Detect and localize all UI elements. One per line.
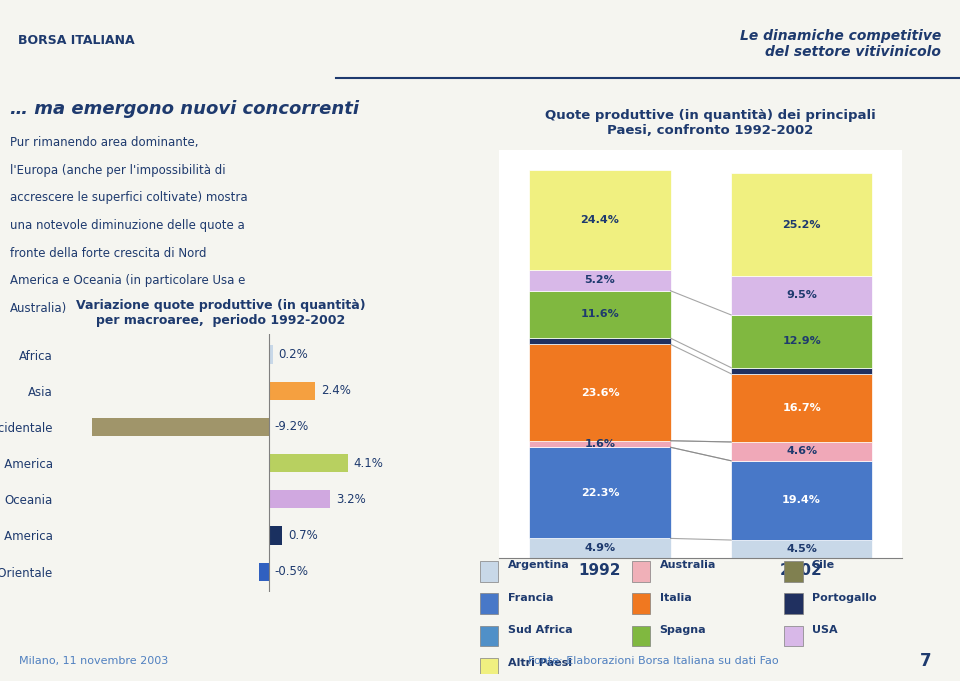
Text: fronte della forte crescita di Nord: fronte della forte crescita di Nord (10, 247, 206, 259)
Text: 9.5%: 9.5% (786, 291, 817, 300)
Bar (732, 276, 872, 315)
Bar (530, 441, 670, 447)
Text: 12.9%: 12.9% (782, 336, 821, 346)
Bar (530, 447, 670, 539)
Bar (784, 626, 803, 646)
Bar (480, 560, 498, 582)
Bar (480, 593, 498, 614)
Bar (530, 345, 670, 441)
Bar (269, 345, 273, 364)
Text: 25.2%: 25.2% (782, 219, 821, 229)
Text: 19.4%: 19.4% (782, 495, 821, 505)
Bar (480, 658, 498, 679)
Text: Fonte: Elaborazioni Borsa Italiana su dati Fao: Fonte: Elaborazioni Borsa Italiana su da… (528, 656, 779, 665)
Text: 1.6%: 1.6% (585, 439, 615, 449)
Text: Portogallo: Portogallo (812, 592, 876, 603)
Text: 2.4%: 2.4% (321, 384, 350, 397)
Text: Quote produttive (in quantità) dei principali
Paesi, confronto 1992-2002: Quote produttive (in quantità) dei princ… (545, 108, 876, 137)
Text: una notevole diminuzione delle quote a: una notevole diminuzione delle quote a (10, 219, 245, 232)
Text: Le dinamiche competitive
del settore vitivinicolo: Le dinamiche competitive del settore vit… (739, 29, 941, 59)
Bar (632, 593, 651, 614)
Text: Argentina: Argentina (508, 560, 569, 571)
Bar (480, 626, 498, 646)
Text: Altri Paesi: Altri Paesi (508, 658, 571, 667)
Text: Cile: Cile (812, 560, 835, 571)
Bar (530, 170, 670, 270)
Bar (784, 593, 803, 614)
Text: Milano, 11 novembre 2003: Milano, 11 novembre 2003 (19, 656, 168, 665)
Bar (784, 560, 803, 582)
Text: 11.6%: 11.6% (581, 309, 619, 319)
Text: 3.2%: 3.2% (336, 493, 366, 506)
Bar (530, 270, 670, 291)
Text: Pur rimanendo area dominante,: Pur rimanendo area dominante, (10, 136, 198, 149)
Text: 7: 7 (920, 652, 931, 669)
Text: 4.6%: 4.6% (786, 446, 817, 456)
Bar (269, 381, 315, 400)
Bar (732, 368, 872, 374)
Text: 22.3%: 22.3% (581, 488, 619, 498)
Text: 16.7%: 16.7% (782, 403, 821, 413)
Bar (732, 540, 872, 558)
Bar (259, 563, 269, 581)
Text: BORSA ITALIANA: BORSA ITALIANA (18, 34, 134, 48)
Text: 5.2%: 5.2% (585, 275, 615, 285)
Bar (732, 461, 872, 540)
Text: -0.5%: -0.5% (275, 565, 308, 578)
Text: Australia): Australia) (10, 302, 67, 315)
Text: Spagna: Spagna (660, 625, 707, 635)
Text: Variazione quote produttive (in quantità)
per macroaree,  periodo 1992-2002: Variazione quote produttive (in quantità… (76, 299, 366, 328)
Text: Italia: Italia (660, 592, 691, 603)
Text: Australia: Australia (660, 560, 716, 571)
Bar (732, 442, 872, 461)
Bar (732, 315, 872, 368)
Bar (732, 173, 872, 276)
Bar (732, 374, 872, 442)
Bar (92, 418, 269, 436)
Text: 23.6%: 23.6% (581, 387, 619, 398)
Bar (632, 626, 651, 646)
Text: 4.1%: 4.1% (353, 456, 383, 470)
Bar (269, 526, 282, 545)
Text: 4.9%: 4.9% (585, 543, 615, 554)
Text: 0.7%: 0.7% (288, 529, 318, 542)
Bar (530, 291, 670, 338)
Bar (632, 560, 651, 582)
Text: l'Europa (anche per l'impossibilità di: l'Europa (anche per l'impossibilità di (10, 164, 226, 177)
Text: 4.5%: 4.5% (786, 544, 817, 554)
Text: America e Oceania (in particolare Usa e: America e Oceania (in particolare Usa e (10, 274, 245, 287)
Text: 24.4%: 24.4% (581, 215, 619, 225)
Text: … ma emergono nuovi concorrenti: … ma emergono nuovi concorrenti (10, 100, 359, 118)
Bar (530, 539, 670, 558)
Text: Francia: Francia (508, 592, 553, 603)
Bar (530, 338, 670, 345)
Text: Sud Africa: Sud Africa (508, 625, 572, 635)
Text: -9.2%: -9.2% (275, 420, 309, 433)
Bar (269, 454, 348, 472)
Text: 0.2%: 0.2% (278, 348, 308, 361)
Bar (269, 490, 330, 508)
Text: USA: USA (812, 625, 837, 635)
Text: accrescere le superfici coltivate) mostra: accrescere le superfici coltivate) mostr… (10, 191, 248, 204)
